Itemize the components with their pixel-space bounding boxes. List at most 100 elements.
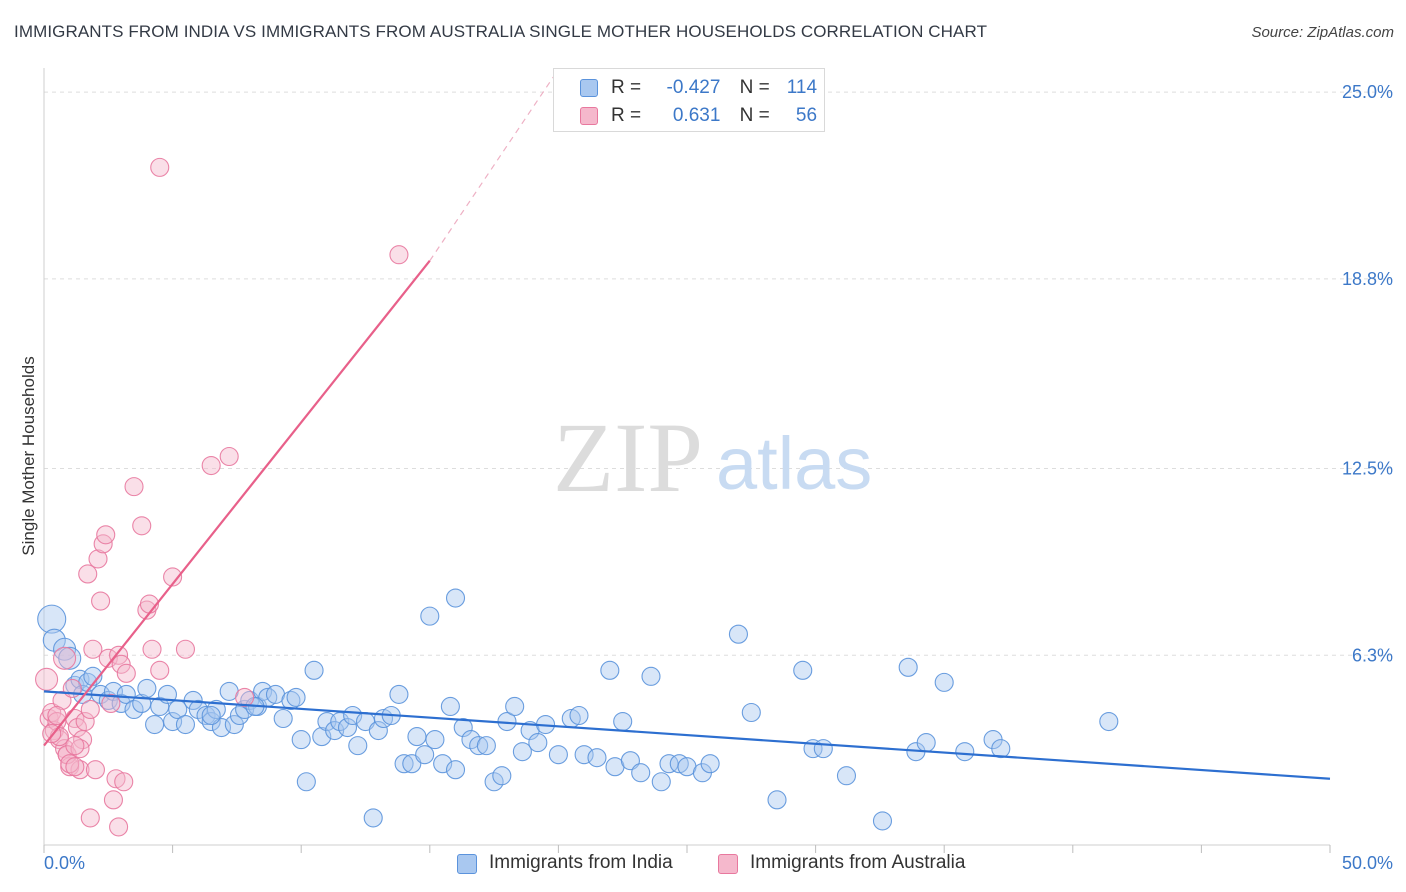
india-point-42	[296, 772, 316, 792]
australia-point-34	[142, 639, 162, 659]
india-point-78	[548, 745, 568, 765]
india-point-106	[934, 672, 954, 692]
watermark-atlas: atlas	[716, 422, 872, 505]
india-point-103	[898, 657, 918, 677]
india-r-value: -0.427	[666, 77, 721, 98]
australia-point-25	[101, 693, 121, 714]
australia-trend-line	[43, 260, 431, 747]
australia-point-21	[91, 591, 111, 611]
india-point-52	[363, 808, 383, 828]
x-tick-label-max: 50.0%	[1342, 853, 1393, 873]
india-point-88	[641, 666, 661, 686]
india-point-27	[206, 699, 226, 720]
india-point-102	[872, 811, 893, 831]
india-point-38	[273, 708, 293, 729]
correlation-legend: R = -0.427 N = 114 R = 0.631 N = 56	[553, 68, 825, 132]
india-point-74	[512, 742, 532, 762]
india-point-26	[201, 711, 221, 732]
india-point-85	[613, 711, 633, 732]
india-point-60	[415, 745, 435, 765]
bottom-india-swatch	[457, 854, 477, 874]
australia-point-23	[96, 525, 116, 545]
india-point-87	[631, 763, 651, 783]
india-point-100	[813, 739, 833, 759]
india-point-68	[469, 736, 489, 756]
india-point-96	[741, 702, 761, 723]
australia-point-37	[175, 639, 196, 659]
india-n-value: 114	[786, 77, 818, 98]
australia-point-30	[116, 663, 136, 683]
india-point-82	[587, 748, 607, 768]
india-point-66	[453, 717, 473, 738]
india-point-71	[492, 766, 512, 786]
australia-swatch	[580, 107, 598, 125]
australia-point-39	[219, 446, 239, 467]
australia-point-38	[201, 455, 221, 476]
australia-point-42	[389, 245, 409, 265]
india-point-65	[445, 760, 466, 780]
india-point-31	[229, 705, 250, 726]
australia-point-49	[80, 808, 100, 828]
australia-point-26	[103, 790, 123, 810]
india-point-83	[600, 660, 620, 680]
india-point-111	[201, 705, 221, 726]
y-tick-label-3: 25.0%	[1342, 82, 1393, 102]
watermark-zip: ZIP	[553, 402, 703, 513]
india-r-label: R =	[611, 77, 642, 98]
legend-row-australia: R = 0.631 N = 56	[554, 101, 824, 129]
india-point-97	[767, 790, 787, 810]
australia-point-36	[163, 567, 183, 587]
australia-n-value: 56	[795, 105, 818, 126]
australia-point-54	[65, 736, 85, 756]
india-point-94	[700, 754, 720, 774]
australia-n-label: N =	[739, 105, 770, 126]
australia-point-13	[70, 760, 90, 780]
india-point-56	[389, 684, 409, 704]
australia-point-0	[35, 667, 59, 691]
australia-point-32	[132, 516, 152, 536]
india-point-40	[286, 687, 306, 707]
india-point-25	[196, 705, 216, 726]
bottom-india-label: Immigrants from India	[489, 852, 673, 873]
australia-point-51	[114, 772, 134, 792]
india-point-95	[728, 624, 748, 644]
chart-title: IMMIGRANTS FROM INDIA VS IMMIGRANTS FROM…	[14, 22, 988, 41]
australia-point-43	[47, 705, 67, 726]
india-point-0	[37, 604, 67, 634]
australia-point-48	[70, 739, 90, 759]
india-n-label: N =	[739, 77, 770, 98]
india-point-14	[124, 699, 144, 720]
australia-point-18	[83, 639, 103, 659]
india-point-89	[651, 772, 671, 792]
india-point-43	[304, 660, 324, 680]
australia-point-46	[60, 754, 80, 774]
grid-lines	[44, 91, 1393, 656]
india-point-39	[281, 690, 301, 710]
india-point-62	[425, 730, 445, 750]
bottom-australia-swatch	[718, 854, 738, 874]
y-tick-label-1: 12.5%	[1342, 459, 1393, 479]
australia-r-value: 0.631	[672, 105, 721, 126]
trend-lines	[43, 76, 1331, 780]
bottom-australia-label: Immigrants from Australia	[750, 852, 966, 873]
tick-labels: 6.3% 12.5% 18.8% 25.0% 0.0% 50.0%	[44, 82, 1393, 873]
india-point-53	[368, 721, 388, 741]
india-point-73	[505, 696, 525, 717]
india-point-61	[420, 606, 440, 626]
india-point-110	[1099, 711, 1119, 732]
india-point-101	[836, 766, 857, 786]
india-point-57	[394, 754, 414, 774]
y-tick-label-2: 18.8%	[1342, 269, 1393, 289]
india-swatch	[580, 79, 598, 97]
india-point-16	[137, 678, 157, 698]
india-point-113	[445, 588, 466, 608]
australia-point-17	[80, 699, 100, 720]
india-point-76	[528, 733, 548, 753]
australia-point-40	[235, 687, 255, 707]
india-point-3	[58, 646, 82, 670]
watermark: ZIP atlas	[553, 402, 872, 513]
india-point-69	[476, 736, 496, 756]
australia-point-29	[111, 654, 131, 674]
india-point-98	[793, 660, 813, 680]
